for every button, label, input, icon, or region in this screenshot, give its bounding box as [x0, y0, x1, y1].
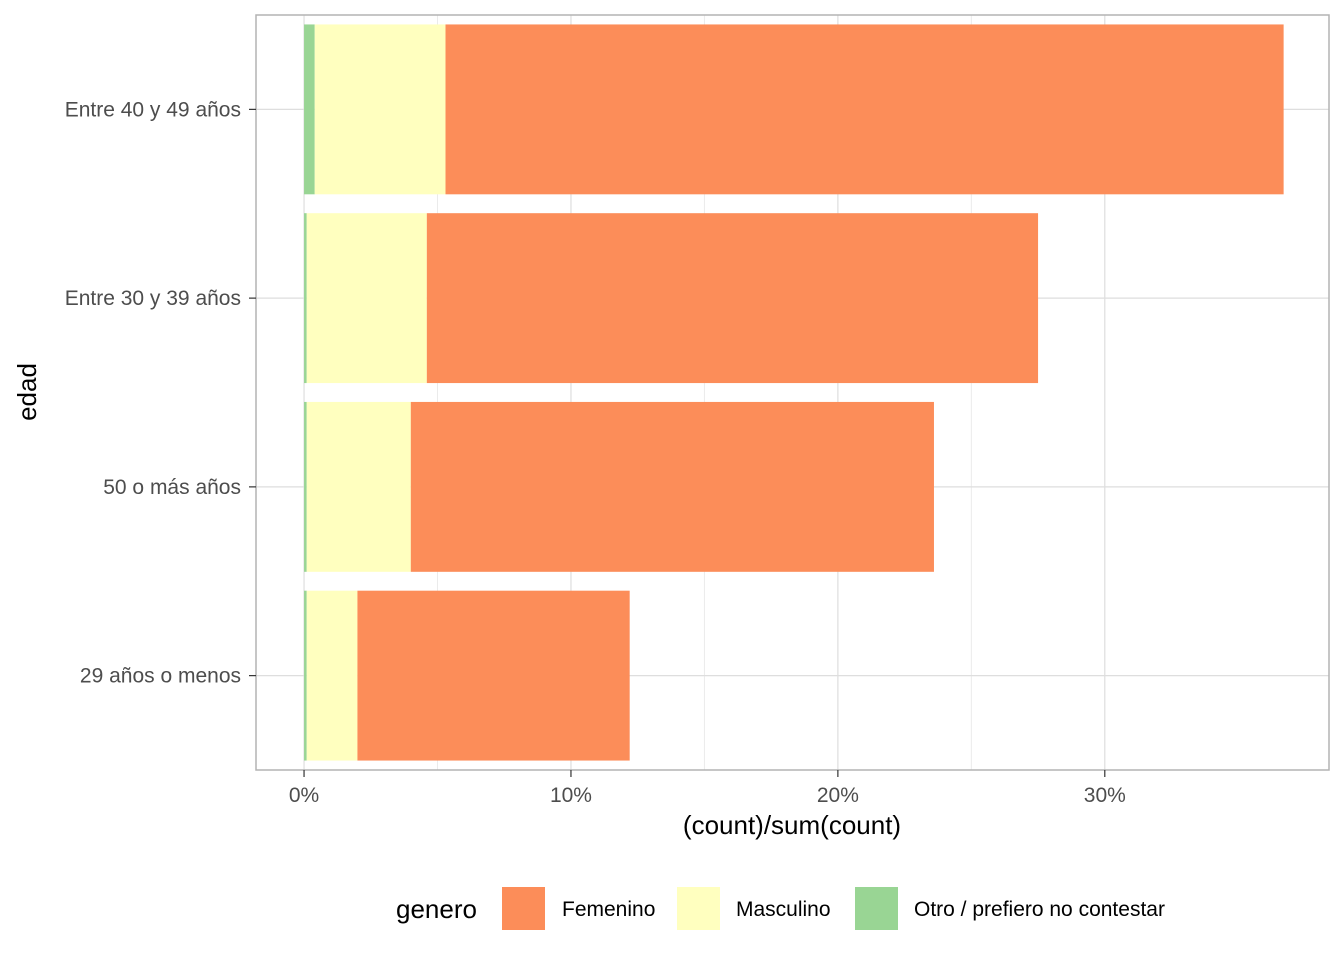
bar-segment — [314, 24, 446, 195]
legend-key-masculino — [677, 887, 720, 930]
legend-label-otro: Otro / prefiero no contestar — [914, 898, 1165, 921]
bar-segment — [304, 24, 315, 195]
bar-segment — [357, 590, 630, 761]
y-tick-label: 29 años o menos — [80, 665, 241, 688]
x-axis: 0% 10% 20% 30% — [289, 770, 1126, 807]
bars — [304, 24, 1284, 761]
legend-label-masculino: Masculino — [736, 898, 831, 921]
y-tick-label: Entre 30 y 39 años — [65, 287, 241, 310]
bar-segment — [304, 401, 307, 572]
legend-key-femenino — [502, 887, 545, 930]
bar-segment — [426, 213, 1039, 384]
x-tick-label: 10% — [550, 784, 592, 807]
x-tick-label: 20% — [817, 784, 859, 807]
legend-label-femenino: Femenino — [562, 898, 655, 921]
plot-panel-border — [255, 14, 1330, 771]
y-tick-label: 50 o más años — [103, 476, 241, 499]
bar-segment — [410, 401, 934, 572]
legend-key-otro — [855, 887, 898, 930]
bar-segment — [306, 401, 411, 572]
bar-segment — [304, 213, 307, 384]
x-axis-title: (count)/sum(count) — [683, 810, 901, 840]
legend: genero Femenino Masculino Otro / prefier… — [396, 887, 1165, 930]
bar-segment — [445, 24, 1284, 195]
x-tick-label: 30% — [1084, 784, 1126, 807]
bar-segment — [306, 590, 358, 761]
y-tick-label: Entre 40 y 49 años — [65, 98, 241, 121]
y-axis-title: edad — [12, 363, 42, 421]
bar-segment — [304, 590, 307, 761]
bar-segment — [306, 213, 427, 384]
x-tick-label: 0% — [289, 784, 319, 807]
y-axis: Entre 40 y 49 años Entre 30 y 39 años 50 o… — [65, 98, 256, 688]
legend-title: genero — [396, 894, 477, 924]
